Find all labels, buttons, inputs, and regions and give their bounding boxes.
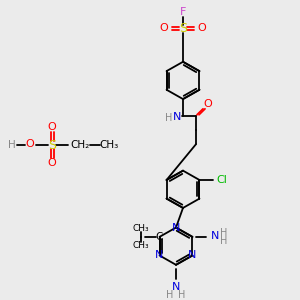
- Text: O: O: [204, 99, 212, 109]
- Text: H: H: [220, 236, 227, 246]
- Text: H: H: [178, 290, 186, 300]
- Text: N: N: [155, 250, 164, 260]
- Text: H: H: [220, 228, 227, 238]
- Text: CH₂: CH₂: [70, 140, 90, 150]
- Text: N: N: [211, 231, 220, 241]
- Text: H: H: [165, 113, 173, 123]
- Text: F: F: [180, 7, 186, 17]
- Text: N: N: [173, 112, 181, 122]
- Text: O: O: [48, 158, 56, 168]
- Text: N: N: [172, 282, 180, 292]
- Text: Cl: Cl: [216, 175, 227, 185]
- Text: CH₃: CH₃: [99, 140, 119, 150]
- Text: S: S: [179, 22, 187, 35]
- Text: H: H: [8, 140, 16, 150]
- Text: O: O: [160, 23, 168, 33]
- Text: N: N: [188, 250, 196, 260]
- Text: S: S: [48, 139, 56, 152]
- Text: H: H: [166, 290, 174, 300]
- Text: N: N: [172, 223, 180, 232]
- Text: CH₃: CH₃: [132, 224, 149, 232]
- Text: C: C: [156, 232, 163, 242]
- Text: O: O: [48, 122, 56, 133]
- Text: O: O: [26, 139, 34, 149]
- Text: CH₃: CH₃: [132, 241, 149, 250]
- Text: O: O: [198, 23, 206, 33]
